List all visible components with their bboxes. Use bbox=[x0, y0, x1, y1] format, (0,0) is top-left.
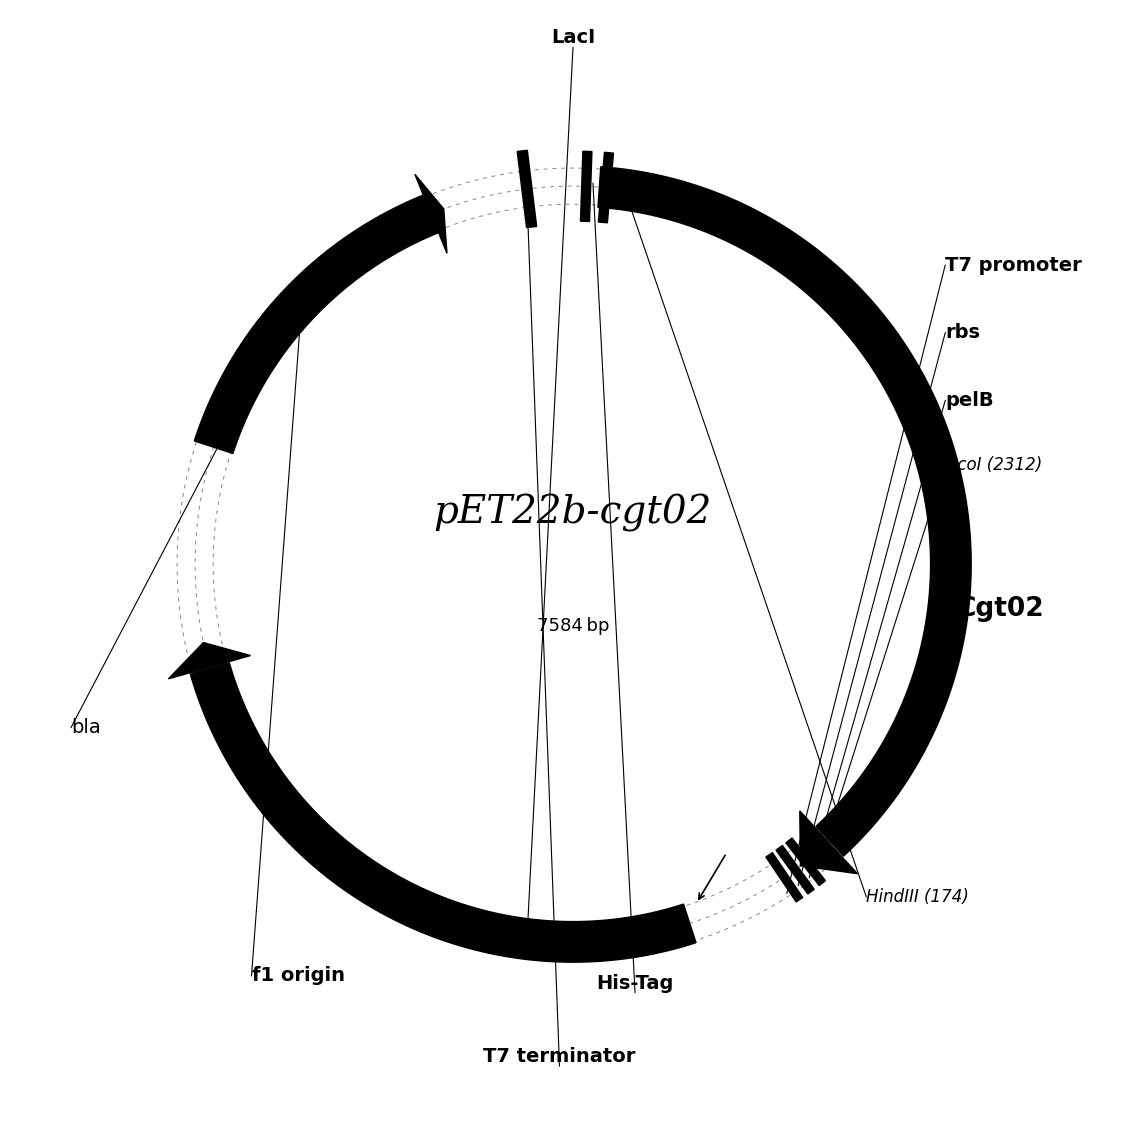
Text: pelB: pelB bbox=[945, 391, 994, 409]
Text: Cgt02: Cgt02 bbox=[957, 596, 1044, 623]
Polygon shape bbox=[415, 175, 447, 254]
Polygon shape bbox=[786, 838, 825, 885]
Text: pET22b-cgt02: pET22b-cgt02 bbox=[434, 494, 712, 532]
Text: 7584 bp: 7584 bp bbox=[536, 617, 610, 635]
Polygon shape bbox=[581, 151, 592, 221]
Text: NcoI (2312): NcoI (2312) bbox=[945, 456, 1043, 474]
Polygon shape bbox=[800, 811, 857, 874]
Polygon shape bbox=[168, 643, 251, 679]
Polygon shape bbox=[598, 167, 971, 856]
Polygon shape bbox=[766, 853, 802, 902]
Text: HindIII (174): HindIII (174) bbox=[866, 888, 970, 906]
Text: His-Tag: His-Tag bbox=[596, 973, 674, 993]
Text: LacI: LacI bbox=[551, 28, 595, 47]
Text: T7 terminator: T7 terminator bbox=[484, 1047, 636, 1066]
Text: T7 promoter: T7 promoter bbox=[945, 256, 1082, 274]
Polygon shape bbox=[195, 195, 438, 453]
Polygon shape bbox=[598, 152, 613, 223]
Polygon shape bbox=[190, 662, 696, 962]
Text: f1 origin: f1 origin bbox=[251, 967, 345, 985]
Polygon shape bbox=[776, 846, 814, 893]
Text: rbs: rbs bbox=[945, 324, 980, 342]
Text: bla: bla bbox=[71, 719, 101, 737]
Polygon shape bbox=[517, 150, 536, 228]
